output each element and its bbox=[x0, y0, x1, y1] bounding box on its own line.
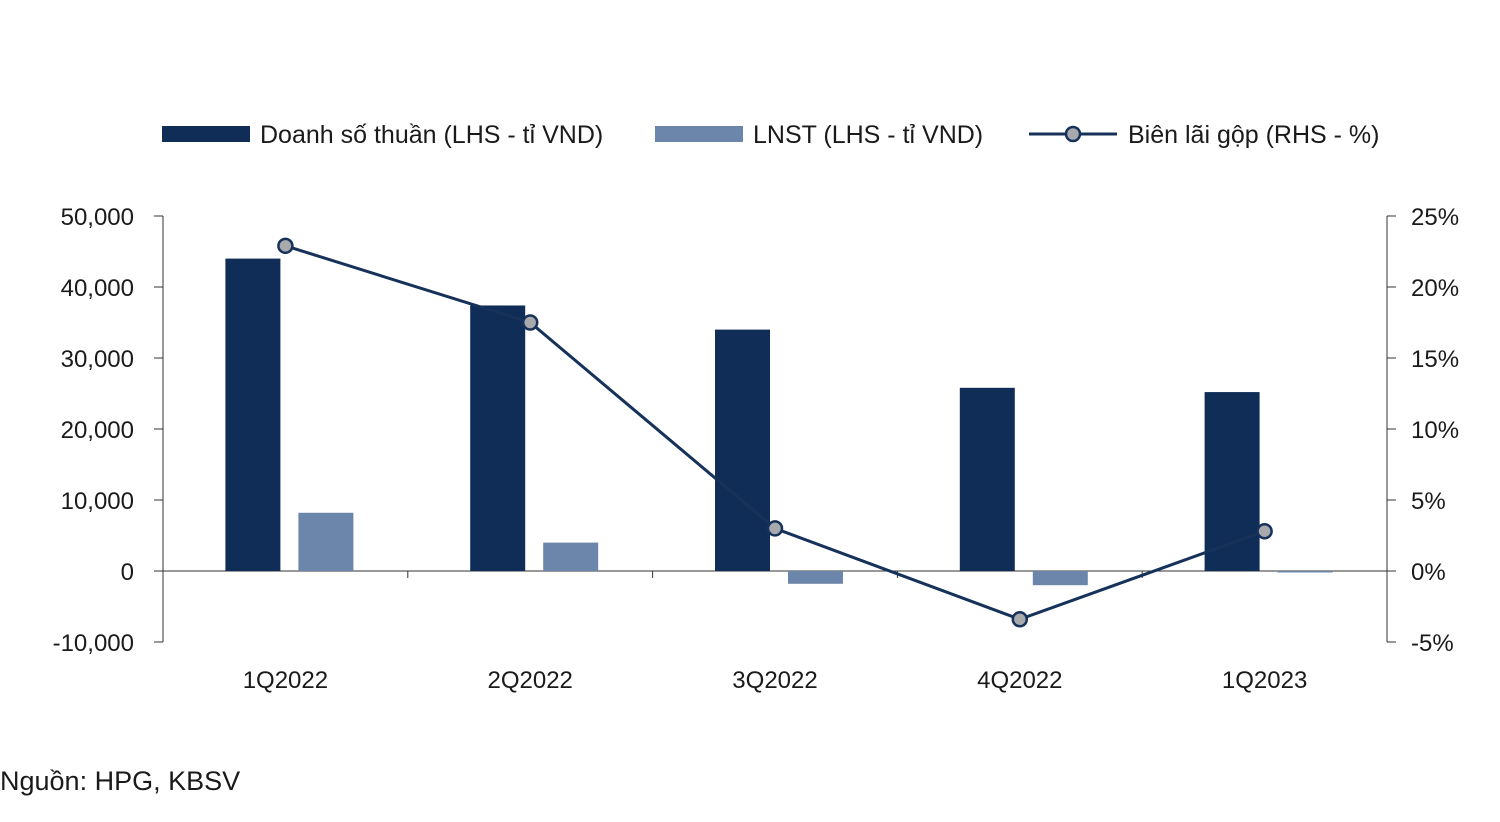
legend-swatch-profit bbox=[655, 126, 743, 142]
left-axis-tick-label: 20,000 bbox=[61, 417, 134, 444]
left-axis-tick-label: -10,000 bbox=[53, 630, 134, 657]
margin-point bbox=[1011, 611, 1029, 628]
left-axis-tick-label: 50,000 bbox=[61, 204, 134, 231]
bar-revenue bbox=[225, 258, 281, 571]
right-axis-tick-label: 0% bbox=[1411, 559, 1446, 586]
legend-swatch-margin-marker bbox=[1064, 125, 1082, 143]
left-axis-tick-label: 40,000 bbox=[61, 275, 134, 302]
legend-label-revenue: Doanh số thuần (LHS - tỉ VND) bbox=[260, 121, 603, 149]
x-tick-label: 1Q2022 bbox=[243, 667, 328, 694]
source-note: Nguồn: HPG, KBSV bbox=[0, 766, 241, 796]
legend-swatch-revenue bbox=[162, 126, 250, 142]
bar-profit bbox=[543, 542, 599, 571]
axes: 50,000 40,000 30,000 20,000 10,000 0 -10,000 25… bbox=[53, 204, 1459, 657]
right-axis-tick-label: 25% bbox=[1411, 204, 1459, 231]
margin-line-path bbox=[284, 244, 1266, 621]
bar-revenue bbox=[959, 387, 1015, 571]
margin-point bbox=[766, 520, 784, 537]
x-tick-labels: 1Q2022 2Q2022 3Q2022 4Q2022 1Q2023 bbox=[243, 667, 1308, 694]
right-axis-tick-label: 15% bbox=[1411, 346, 1459, 373]
x-tick-label: 3Q2022 bbox=[732, 667, 817, 694]
left-axis-tick-label: 0 bbox=[121, 559, 134, 586]
legend-label-profit: LNST (LHS - tỉ VND) bbox=[753, 121, 983, 149]
margin-point bbox=[521, 314, 539, 331]
bars bbox=[225, 258, 1333, 586]
x-tick-label: 4Q2022 bbox=[977, 667, 1062, 694]
x-tick-label: 1Q2023 bbox=[1222, 667, 1307, 694]
margin-line bbox=[277, 237, 1273, 628]
bar-revenue bbox=[715, 329, 770, 571]
right-axis-tick-label: -5% bbox=[1411, 630, 1454, 657]
margin-point bbox=[1256, 522, 1273, 540]
right-axis-tick-label: 5% bbox=[1411, 488, 1446, 515]
legend-label-margin: Biên lãi gộp (RHS - %) bbox=[1128, 121, 1379, 149]
left-axis-tick-label: 10,000 bbox=[61, 488, 134, 515]
margin-point bbox=[277, 237, 294, 255]
bar-profit bbox=[788, 571, 843, 584]
bar-revenue bbox=[470, 305, 526, 571]
right-axis-tick-label: 10% bbox=[1411, 417, 1459, 444]
bar-profit bbox=[1032, 571, 1088, 586]
bar-revenue bbox=[1204, 392, 1260, 571]
bar-profit bbox=[298, 512, 354, 571]
bar-profit bbox=[1277, 571, 1333, 573]
left-axis-tick-label: 30,000 bbox=[61, 346, 134, 373]
right-axis-tick-label: 20% bbox=[1411, 275, 1459, 302]
legend: Doanh số thuần (LHS - tỉ VND) LNST (LHS -… bbox=[162, 121, 1379, 149]
x-tick-label: 2Q2022 bbox=[487, 667, 572, 694]
